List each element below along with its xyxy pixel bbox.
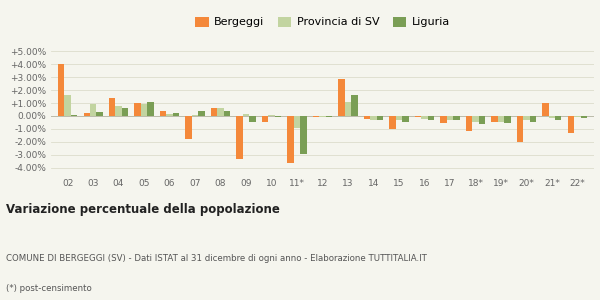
Bar xyxy=(581,116,587,118)
Bar xyxy=(453,116,460,121)
Bar xyxy=(90,104,96,116)
Bar xyxy=(109,98,115,116)
Bar xyxy=(421,116,428,119)
Bar xyxy=(440,116,447,123)
Bar xyxy=(58,64,64,116)
Bar xyxy=(415,116,421,117)
Text: (*) post-censimento: (*) post-censimento xyxy=(6,284,92,293)
Bar xyxy=(396,116,402,121)
Bar xyxy=(147,102,154,116)
Bar xyxy=(338,79,345,116)
Bar xyxy=(479,116,485,124)
Bar xyxy=(96,112,103,116)
Bar xyxy=(243,114,249,116)
Bar xyxy=(185,116,192,139)
Bar xyxy=(268,115,275,116)
Legend: Bergeggi, Provincia di SV, Liguria: Bergeggi, Provincia di SV, Liguria xyxy=(193,14,452,30)
Bar xyxy=(275,116,281,117)
Bar xyxy=(192,115,198,116)
Bar xyxy=(71,115,77,116)
Bar xyxy=(160,111,166,116)
Bar xyxy=(523,116,530,120)
Bar xyxy=(319,116,326,117)
Bar xyxy=(134,103,141,116)
Bar xyxy=(517,116,523,142)
Bar xyxy=(217,108,224,116)
Bar xyxy=(402,116,409,122)
Bar xyxy=(574,116,581,117)
Text: COMUNE DI BERGEGGI (SV) - Dati ISTAT al 31 dicembre di ogni anno - Elaborazione : COMUNE DI BERGEGGI (SV) - Dati ISTAT al … xyxy=(6,254,427,263)
Bar xyxy=(555,116,562,121)
Bar xyxy=(173,113,179,116)
Bar xyxy=(249,116,256,122)
Bar xyxy=(428,116,434,120)
Bar xyxy=(83,113,90,116)
Bar xyxy=(287,116,294,163)
Bar xyxy=(326,116,332,117)
Bar xyxy=(549,116,555,118)
Bar xyxy=(345,102,351,116)
Bar xyxy=(166,114,173,116)
Bar xyxy=(294,116,300,127)
Bar xyxy=(224,111,230,116)
Bar xyxy=(447,116,453,120)
Bar xyxy=(504,116,511,123)
Bar xyxy=(530,116,536,122)
Bar xyxy=(377,116,383,120)
Bar xyxy=(122,108,128,116)
Bar xyxy=(364,116,370,118)
Bar xyxy=(498,116,504,122)
Bar xyxy=(568,116,574,134)
Bar xyxy=(313,116,319,117)
Bar xyxy=(389,116,396,129)
Text: Variazione percentuale della popolazione: Variazione percentuale della popolazione xyxy=(6,203,280,216)
Bar xyxy=(300,116,307,154)
Bar xyxy=(141,104,147,116)
Bar xyxy=(491,116,498,122)
Bar xyxy=(472,116,479,122)
Bar xyxy=(370,116,377,120)
Bar xyxy=(542,103,549,116)
Bar xyxy=(236,116,243,159)
Bar xyxy=(262,116,268,122)
Bar xyxy=(64,95,71,116)
Bar xyxy=(351,95,358,116)
Bar xyxy=(115,106,122,116)
Bar xyxy=(466,116,472,131)
Bar xyxy=(198,111,205,116)
Bar xyxy=(211,108,217,116)
